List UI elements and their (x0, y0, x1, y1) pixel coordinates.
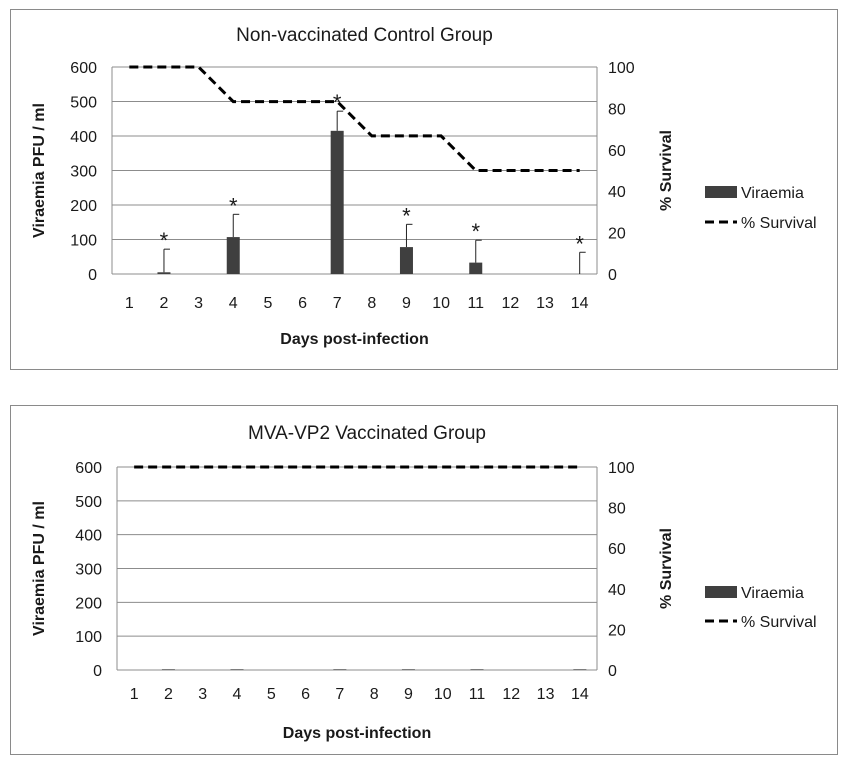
bar-viraemia (470, 669, 484, 670)
significance-marker: * (471, 219, 480, 244)
bar-viraemia (161, 669, 175, 670)
x-tick-label: 2 (164, 686, 173, 703)
x-tick-label: 14 (571, 686, 589, 703)
bar-viraemia (230, 669, 244, 670)
x-tick-label: 10 (432, 295, 450, 312)
legend-swatch-viraemia (705, 186, 737, 198)
significance-marker: * (333, 90, 342, 115)
bar-viraemia (401, 669, 415, 670)
x-tick-label: 1 (130, 686, 139, 703)
x-tick-label: 11 (467, 295, 484, 312)
x-tick-label: 11 (469, 686, 486, 703)
y-tick-label: 600 (70, 60, 97, 77)
legend-label-viraemia: Viraemia (741, 585, 804, 602)
x-tick-label: 14 (571, 295, 589, 312)
x-tick-label: 4 (233, 686, 242, 703)
y2-tick-label: 40 (608, 582, 626, 599)
significance-marker: * (229, 193, 238, 218)
bar-viraemia (469, 262, 483, 274)
y-axis-label: Viraemia PFU / ml (31, 103, 48, 238)
y2-tick-label: 80 (608, 501, 626, 518)
x-tick-label: 13 (537, 686, 555, 703)
y2-tick-label: 80 (608, 101, 626, 118)
y2-axis-label: % Survival (658, 130, 675, 211)
y-tick-label: 200 (70, 198, 97, 215)
x-tick-label: 3 (194, 295, 203, 312)
y2-tick-label: 100 (608, 60, 635, 77)
chart-panel-control: Non-vaccinated Control Group 0 100 200 300 40… (10, 9, 838, 370)
y-tick-label: 0 (93, 663, 102, 680)
y2-tick-label: 100 (608, 460, 635, 477)
x-tick-label: 3 (198, 686, 207, 703)
x-tick-label: 10 (434, 686, 452, 703)
x-tick-label: 8 (370, 686, 379, 703)
x-tick-label: 9 (404, 686, 413, 703)
legend-label-viraemia: Viraemia (741, 185, 804, 202)
y2-tick-label: 60 (608, 541, 626, 558)
x-tick-label: 12 (501, 295, 519, 312)
bar-viraemia (333, 669, 347, 670)
x-tick-label: 12 (502, 686, 520, 703)
significance-marker: * (575, 231, 584, 256)
x-axis-label: Days post-infection (283, 725, 431, 742)
x-tick-label: 6 (298, 295, 307, 312)
x-tick-label: 7 (333, 295, 342, 312)
chart-control: Non-vaccinated Control Group010020030040… (31, 25, 817, 348)
x-axis-label: Days post-infection (280, 331, 428, 348)
y2-tick-label: 0 (608, 267, 617, 284)
y-tick-label: 300 (70, 164, 97, 181)
y2-tick-label: 0 (608, 663, 617, 680)
bar-viraemia (399, 247, 413, 274)
y-tick-label: 300 (75, 562, 102, 579)
x-tick-label: 7 (335, 686, 344, 703)
bar-viraemia (330, 130, 344, 274)
x-tick-label: 6 (301, 686, 310, 703)
y-tick-label: 100 (75, 629, 102, 646)
y-tick-label: 600 (75, 460, 102, 477)
chart-vaccinated: MVA-VP2 Vaccinated Group0100200300400500… (31, 423, 817, 742)
significance-marker: * (402, 203, 411, 228)
y-tick-label: 100 (70, 233, 97, 250)
y2-tick-label: 20 (608, 622, 626, 639)
y2-tick-label: 40 (608, 184, 626, 201)
y-tick-label: 400 (75, 528, 102, 545)
chart-title: Non-vaccinated Control Group (236, 25, 493, 46)
significance-marker: * (160, 228, 169, 253)
y-tick-label: 200 (75, 595, 102, 612)
y-tick-label: 500 (75, 494, 102, 511)
x-tick-label: 4 (229, 295, 238, 312)
y-tick-label: 400 (70, 129, 97, 146)
legend-label-survival: % Survival (741, 614, 817, 631)
y-tick-label: 500 (70, 95, 97, 112)
legend-label-survival: % Survival (741, 215, 817, 232)
x-tick-label: 5 (263, 295, 272, 312)
y-tick-label: 0 (88, 267, 97, 284)
x-tick-label: 1 (125, 295, 134, 312)
bar-viraemia (226, 237, 240, 274)
x-tick-label: 8 (367, 295, 376, 312)
y2-axis-label: % Survival (658, 528, 675, 609)
chart-panel-vaccinated: MVA-VP2 Vaccinated Group 0 100 200 300 400 500… (10, 405, 838, 755)
line-survival (129, 65, 580, 172)
x-tick-label: 9 (402, 295, 411, 312)
y-axis-label: Viraemia PFU / ml (31, 501, 48, 636)
y2-tick-label: 20 (608, 226, 626, 243)
x-tick-label: 13 (536, 295, 554, 312)
legend-swatch-viraemia (705, 586, 737, 598)
x-tick-label: 5 (267, 686, 276, 703)
bar-viraemia (573, 669, 587, 670)
bar-viraemia (157, 272, 171, 274)
x-tick-label: 2 (160, 295, 169, 312)
y2-tick-label: 60 (608, 143, 626, 160)
chart-title: MVA-VP2 Vaccinated Group (248, 423, 486, 444)
